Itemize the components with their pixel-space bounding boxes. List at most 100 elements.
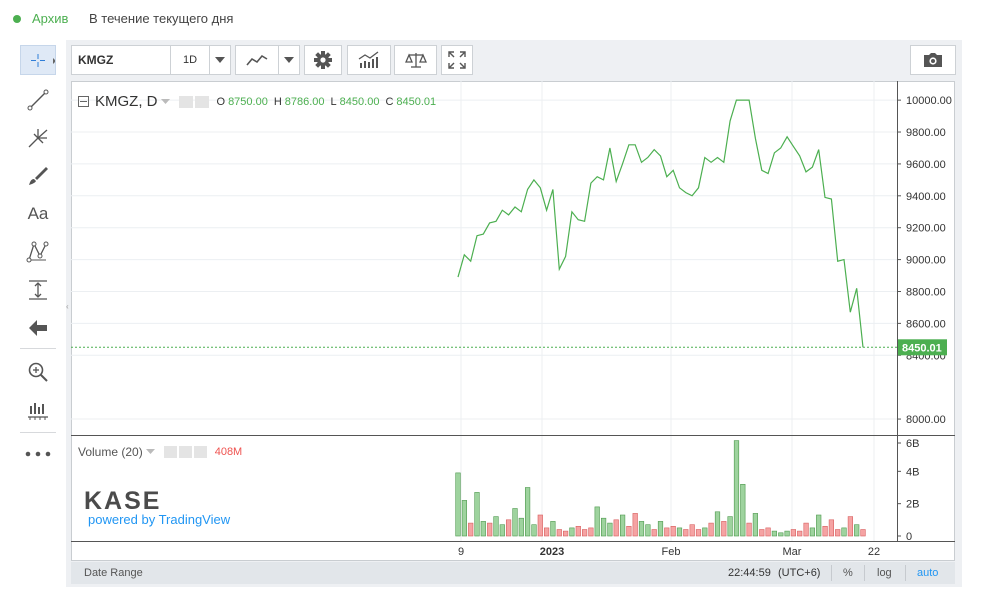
clock-time: 22:44:59 [728,567,771,579]
interval-label: 1D [182,54,198,66]
volume-bar [828,519,834,537]
interval-button[interactable]: 1D [170,45,210,75]
settings-button[interactable] [304,45,342,75]
volume-bar [455,472,461,537]
volume-bar [727,516,733,537]
low-label: L [330,95,337,108]
volume-bar [689,524,695,537]
volume-bar [474,492,480,537]
volume-axis-labels: 6B 4B 2B 0 [897,438,919,543]
lock-scale-tool[interactable] [20,395,56,425]
timezone[interactable]: (UTC+6) [778,567,821,579]
collapse-legend-icon[interactable] [78,96,89,107]
volume-bar [594,506,600,537]
brush-tool[interactable] [20,161,56,191]
volume-bar [512,508,518,537]
volume-bar [638,521,645,537]
chart-panel[interactable]: 10000.00 9800.00 9600.00 9400.00 9200.00 9000… [71,81,955,561]
volume-bar [664,527,670,537]
volume-label: Volume (20) [78,445,143,459]
chevron-down-icon [284,57,294,63]
pitchfork-tool[interactable] [20,123,56,153]
auto-scale-toggle[interactable]: auto [917,567,939,579]
close-icon[interactable] [193,446,207,458]
chevron-down-icon[interactable] [145,449,156,455]
volume-bar [778,532,784,537]
chevron-down-icon[interactable] [160,98,171,105]
footer-separator [864,565,865,581]
high-label: H [273,95,282,108]
volume-bar [860,529,866,537]
gear-icon[interactable] [194,95,209,108]
time-tick-label: 2023 [540,546,564,558]
gear-icon[interactable] [178,446,192,458]
fullscreen-icon [448,51,466,69]
volume-bar [600,517,607,537]
log-toggle[interactable]: log [877,567,892,579]
price-tick-label: 9800.00 [906,127,946,139]
symbol-search[interactable] [71,45,171,75]
pattern-icon [26,241,49,263]
chart-style-dropdown[interactable] [278,45,300,75]
measure-tool[interactable] [20,275,56,305]
volume-bar [721,521,727,537]
volume-bar [657,521,664,537]
indicators-button[interactable] [347,45,391,75]
date-range-button[interactable]: Date Range [84,567,143,579]
price-tick-label: 10000.00 [906,95,952,107]
crosshair-tool[interactable] [20,45,56,75]
snapshot-button[interactable] [910,45,956,75]
price-tick-label: 9600.00 [906,159,946,171]
time-tick-label: Mar [783,546,802,558]
volume-bar [733,440,740,537]
volume-bar [651,529,657,537]
compare-button[interactable] [394,45,437,75]
remove-drawings-tool[interactable] [20,313,56,343]
volume-bar [822,525,828,537]
volume-bar [752,513,758,537]
powered-by-tradingview[interactable]: powered by TradingView [88,512,231,527]
volume-bar [581,529,588,537]
volume-bar [607,522,613,537]
last-price-badge [898,339,947,356]
time-tick-label: 9 [458,546,464,558]
volume-bar [746,522,752,537]
symbol-title: KMGZ, D [95,93,158,110]
volume-bar [835,529,841,537]
volume-bar [524,487,531,537]
volume-bar [588,527,594,537]
symbol-input[interactable] [72,53,168,67]
chart-footer: Date Range 22:44:59 (UTC+6) % log auto [71,562,955,584]
price-tick-label: 9200.00 [906,223,946,235]
text-tool[interactable]: Aa [20,199,56,229]
eye-icon[interactable] [178,95,193,108]
pattern-tool[interactable] [20,237,56,267]
zoom-tool[interactable] [20,357,56,387]
volume-bar [626,525,632,537]
fullscreen-button[interactable] [441,45,473,75]
volume-bar [695,529,702,537]
trend-line-tool[interactable] [20,85,56,115]
volume-bar [809,527,815,537]
volume-bar [790,529,796,537]
camera-icon [924,53,942,67]
volume-bar [683,529,689,537]
volume-tick-label: 6B [906,438,919,450]
price-tick-label: 8600.00 [906,318,946,330]
percent-toggle[interactable]: % [843,567,853,579]
zoom-in-icon [28,362,48,382]
archive-status-dot [13,15,21,23]
volume-bar [847,516,853,537]
volume-bar [803,522,809,537]
volume-bar [645,524,651,537]
interval-dropdown[interactable] [209,45,231,75]
volume-bar [714,511,721,537]
toolbar-collapse-handle[interactable]: ‹ [66,302,69,311]
volume-bar [676,527,683,537]
eye-icon[interactable] [163,446,177,458]
volume-bar [493,516,499,537]
chart-style-button[interactable] [235,45,279,75]
more-tools-button[interactable] [20,439,56,469]
footer-separator [905,565,906,581]
price-chart[interactable]: 10000.00 9800.00 9600.00 9400.00 9200.00 9000… [71,81,955,561]
